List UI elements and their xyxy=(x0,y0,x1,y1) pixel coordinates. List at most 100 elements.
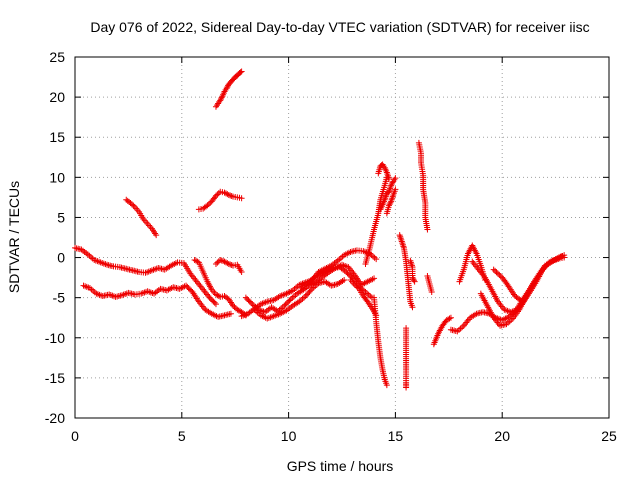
series-track-25 xyxy=(456,242,489,285)
y-tick-label: 25 xyxy=(49,49,65,65)
y-tick-label: 0 xyxy=(57,250,65,266)
series-track-23 xyxy=(430,314,454,348)
y-axis-label: SDTVAR / TECUs xyxy=(6,181,22,293)
series-track-01 xyxy=(72,244,219,308)
data-point xyxy=(204,202,211,209)
series-track-06 xyxy=(195,188,245,213)
series-track-14 xyxy=(371,294,390,389)
chart-title: Day 076 of 2022, Sidereal Day-to-day VTE… xyxy=(90,19,589,35)
data-point xyxy=(228,193,235,200)
data-point xyxy=(285,298,292,305)
data-point xyxy=(207,295,214,302)
x-tick-label: 0 xyxy=(71,428,79,444)
data-point xyxy=(153,232,160,239)
data-point xyxy=(217,97,224,104)
data-point xyxy=(348,274,355,281)
data-point xyxy=(225,191,232,198)
data-point xyxy=(303,291,310,298)
x-tick-label: 25 xyxy=(601,428,617,444)
data-point xyxy=(363,297,370,304)
data-point xyxy=(238,195,245,202)
data-point xyxy=(492,267,499,274)
x-tick-label: 20 xyxy=(494,428,510,444)
data-point xyxy=(561,252,568,259)
data-point xyxy=(244,295,251,302)
data-point xyxy=(388,181,395,188)
data-point xyxy=(227,192,234,199)
data-point xyxy=(184,283,191,290)
data-point xyxy=(225,260,232,267)
data-point xyxy=(341,277,348,284)
data-point xyxy=(231,304,238,311)
data-point xyxy=(223,85,230,92)
data-point xyxy=(238,68,245,75)
data-point xyxy=(237,69,244,76)
data-point xyxy=(210,298,217,305)
data-point xyxy=(410,277,417,284)
series-track-18 xyxy=(396,232,416,311)
y-tick-label: -5 xyxy=(53,290,66,306)
data-point xyxy=(205,201,212,208)
data-point xyxy=(209,297,216,304)
data-point xyxy=(307,287,314,294)
data-point xyxy=(302,293,309,300)
data-point xyxy=(305,290,312,297)
data-point xyxy=(286,297,293,304)
x-axis-label: GPS time / hours xyxy=(287,458,394,474)
data-point xyxy=(496,271,503,278)
series-track-07 xyxy=(212,68,245,110)
data-point xyxy=(238,268,245,275)
data-point xyxy=(248,299,255,306)
data-point xyxy=(306,288,313,295)
y-tick-label: -10 xyxy=(45,330,65,346)
data-point xyxy=(520,298,527,305)
data-point xyxy=(392,186,399,193)
data-point xyxy=(343,268,350,275)
data-point xyxy=(227,310,234,317)
data-point xyxy=(242,294,249,301)
data-point xyxy=(447,314,454,321)
y-tick-label: -15 xyxy=(45,370,65,386)
data-point xyxy=(227,261,234,268)
data-point xyxy=(217,256,224,263)
x-tick-label: 5 xyxy=(178,428,186,444)
data-point xyxy=(385,202,392,209)
data-point xyxy=(354,284,361,291)
data-point xyxy=(283,300,290,307)
data-point xyxy=(519,297,526,304)
series-track-04 xyxy=(212,256,245,275)
data-point xyxy=(206,294,213,301)
data-point xyxy=(388,182,395,189)
data-point xyxy=(383,382,390,389)
data-point xyxy=(130,202,137,209)
series-track-03 xyxy=(191,256,249,319)
x-tick-label: 10 xyxy=(281,428,297,444)
data-point xyxy=(373,256,380,263)
data-point xyxy=(490,266,497,273)
data-point xyxy=(224,191,231,198)
data-point xyxy=(403,384,410,391)
grid xyxy=(75,57,609,418)
series-track-22 xyxy=(424,273,435,296)
data-point xyxy=(502,278,509,285)
data-point xyxy=(186,286,193,293)
series-track-02 xyxy=(80,282,234,320)
data-point xyxy=(351,281,358,288)
data-point xyxy=(344,270,351,277)
data-point xyxy=(410,275,417,282)
data-point xyxy=(214,259,221,266)
series-track-10 xyxy=(251,277,348,322)
x-tick-label: 15 xyxy=(388,428,404,444)
plot-frame xyxy=(74,56,610,419)
data-point xyxy=(185,285,192,292)
series-track-17 xyxy=(383,186,399,217)
data-point xyxy=(212,192,219,199)
data-point xyxy=(409,274,416,281)
data-point xyxy=(494,270,501,277)
data-point xyxy=(411,278,418,285)
y-tick-label: 10 xyxy=(49,169,65,185)
y-tick-label: 15 xyxy=(49,129,65,145)
y-tick-label: 20 xyxy=(49,89,65,105)
y-tick-label: 5 xyxy=(57,209,65,225)
